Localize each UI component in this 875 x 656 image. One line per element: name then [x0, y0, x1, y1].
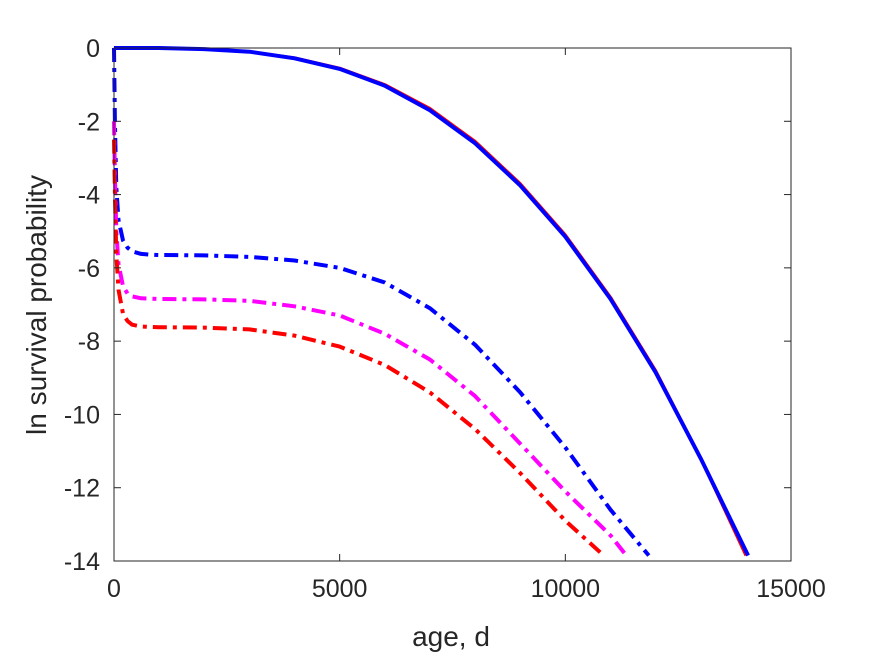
x-axis-title: age, d [412, 621, 490, 652]
y-tick-label: -10 [64, 401, 100, 429]
y-tick-label: -14 [64, 548, 100, 576]
x-tick-label: 15000 [756, 575, 826, 603]
plot-area [114, 48, 791, 561]
series-line-2 [112, 47, 651, 557]
y-tick-label: -6 [78, 255, 100, 283]
series-line-1 [114, 46, 750, 557]
y-tick-label: -8 [78, 328, 100, 356]
series-layer [112, 46, 750, 557]
series-line-4 [112, 139, 606, 557]
y-tick-label: -2 [78, 108, 100, 136]
y-axis-title: ln survival probability [21, 175, 52, 435]
y-tick-label: 0 [86, 35, 100, 63]
x-tick-label: 10000 [531, 575, 601, 603]
x-tick-label: 5000 [312, 575, 368, 603]
axes-layer [113, 47, 792, 562]
ticks-layer: 0 5000 10000 15000 0 -2 -4 -6 -8 -10 -12 -14 [64, 35, 826, 603]
series-line-3 [112, 121, 628, 557]
x-tick-label: 0 [107, 575, 121, 603]
y-tick-label: -12 [64, 475, 100, 503]
axes-box [113, 47, 792, 562]
plot-background [114, 48, 791, 561]
y-tick-label: -4 [78, 182, 100, 210]
